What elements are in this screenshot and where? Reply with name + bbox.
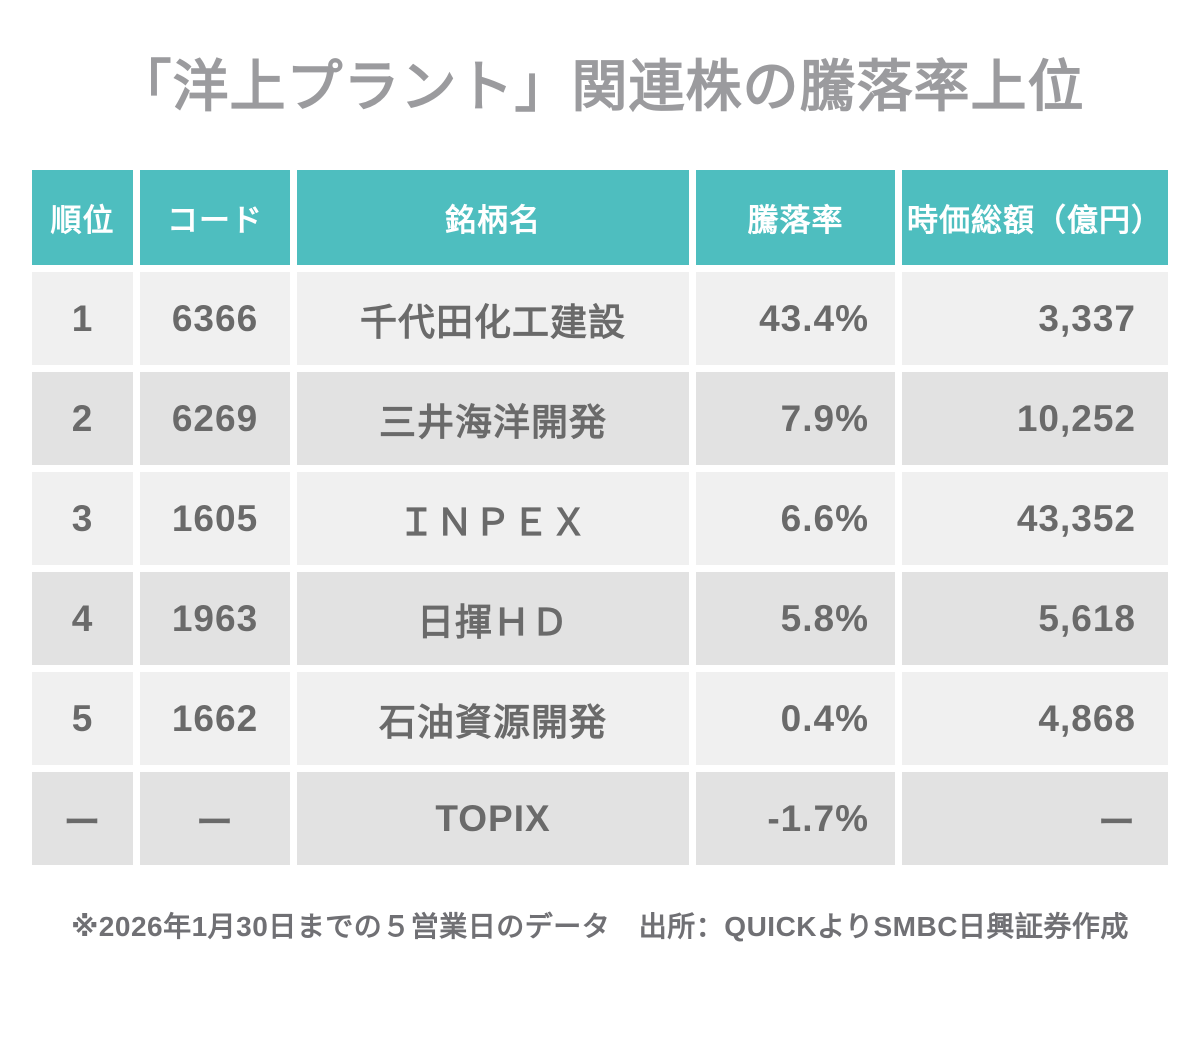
column-header-name: 銘柄名: [297, 170, 689, 265]
stock-name-cell: 石油資源開発: [297, 672, 689, 765]
change-rate-cell: 7.9%: [696, 372, 895, 465]
change-rate-cell: 5.8%: [696, 572, 895, 665]
code-cell: 6366: [140, 272, 290, 365]
column-header-market-cap: 時価総額（億円）: [902, 170, 1168, 265]
column-header-rank: 順位: [32, 170, 133, 265]
code-cell: 6269: [140, 372, 290, 465]
market-cap-cell: 3,337: [902, 272, 1168, 365]
stock-name-cell: 千代田化工建設: [297, 272, 689, 365]
code-cell: ー: [140, 772, 290, 865]
column-header-code: コード: [140, 170, 290, 265]
stock-name-cell: TOPIX: [297, 772, 689, 865]
stock-name-cell: 三井海洋開発: [297, 372, 689, 465]
rank-cell: 4: [32, 572, 133, 665]
stock-name-cell: 日揮ＨＤ: [297, 572, 689, 665]
market-cap-cell: 43,352: [902, 472, 1168, 565]
stock-name-cell: ＩＮＰＥＸ: [297, 472, 689, 565]
market-cap-cell: 4,868: [902, 672, 1168, 765]
rank-cell: 5: [32, 672, 133, 765]
rank-cell: 3: [32, 472, 133, 565]
infographic-page: 「洋上プラント」関連株の騰落率上位 順位 コード 銘柄名 騰落率 時価総額（億円…: [0, 54, 1200, 1064]
market-cap-cell: 10,252: [902, 372, 1168, 465]
change-rate-cell: -1.7%: [696, 772, 895, 865]
stock-ranking-table: 順位 コード 銘柄名 騰落率 時価総額（億円） 1 6366 千代田化工建設 4…: [32, 170, 1168, 865]
column-header-change: 騰落率: [696, 170, 895, 265]
source-footnote: ※2026年1月30日までの５営業日のデータ 出所：QUICKよりSMBC日興証…: [71, 911, 1129, 942]
rank-cell: 2: [32, 372, 133, 465]
page-title: 「洋上プラント」関連株の騰落率上位: [115, 55, 1085, 118]
code-cell: 1605: [140, 472, 290, 565]
change-rate-cell: 6.6%: [696, 472, 895, 565]
change-rate-cell: 43.4%: [696, 272, 895, 365]
code-cell: 1662: [140, 672, 290, 765]
market-cap-cell: 5,618: [902, 572, 1168, 665]
market-cap-cell: ー: [902, 772, 1168, 865]
code-cell: 1963: [140, 572, 290, 665]
change-rate-cell: 0.4%: [696, 672, 895, 765]
rank-cell: ー: [32, 772, 133, 865]
rank-cell: 1: [32, 272, 133, 365]
